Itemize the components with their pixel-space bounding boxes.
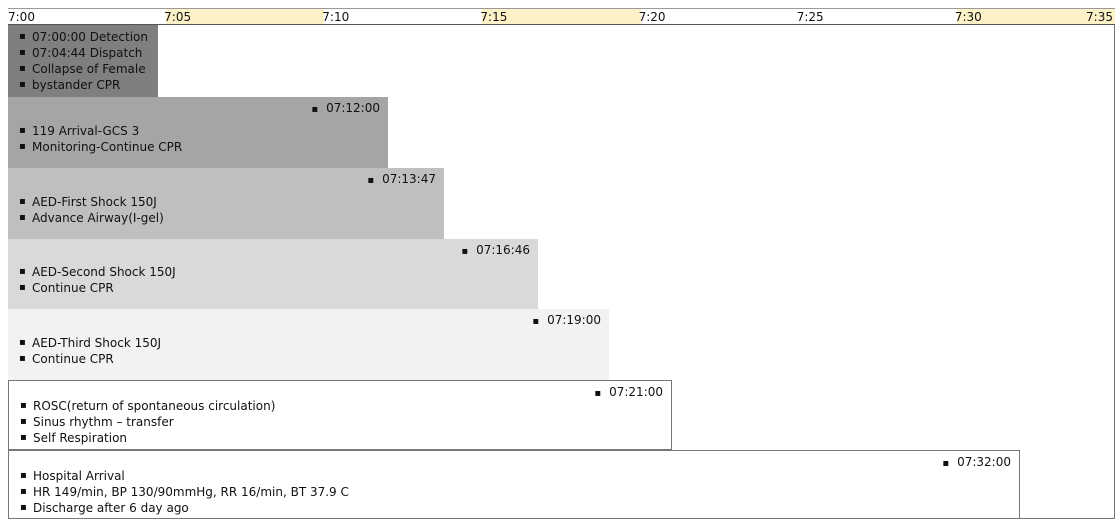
- event-time-label: ▪ 07:12:00: [311, 101, 380, 117]
- event-item-text: Self Respiration: [33, 431, 128, 445]
- event-item-list: ▪ ROSC(return of spontaneous circulation)…: [19, 398, 275, 446]
- event-item-text: AED-Second Shock 150J: [32, 265, 176, 279]
- x-tick-label: 7:00: [8, 10, 35, 24]
- event-time-label: ▪ 07:21:00: [594, 385, 663, 401]
- event-item-text: 07:00:00 Detection: [32, 30, 149, 44]
- event-item-text: Sinus rhythm – transfer: [33, 415, 174, 429]
- event-bar: ▪ 07:16:46 ▪ AED-Second Shock 150J ▪ Continue…: [8, 239, 538, 309]
- event-item: ▪ bystander CPR: [18, 77, 148, 93]
- event-bar: ▪ 07:13:47 ▪ AED-First Shock 150J ▪ Advance A…: [8, 168, 444, 239]
- event-item: ▪ 119 Arrival-GCS 3: [18, 123, 182, 139]
- bullet-icon: ▪: [19, 141, 26, 152]
- bullet-icon: ▪: [20, 432, 27, 443]
- bullet-icon: ▪: [20, 486, 27, 497]
- bullet-icon: ▪: [19, 47, 26, 58]
- event-time-label: ▪ 07:16:46: [461, 243, 530, 259]
- axis-highlight-band: [482, 9, 641, 24]
- event-item: ▪ ROSC(return of spontaneous circulation): [19, 398, 275, 414]
- event-time-text: 07:32:00: [957, 455, 1011, 469]
- time-axis: 7:00 7:05 7:10 7:15 7:20 7:25 7:30 7:35: [8, 8, 1115, 25]
- event-time-text: 07:12:00: [326, 101, 380, 115]
- event-item: ▪ Sinus rhythm – transfer: [19, 414, 275, 430]
- event-item: ▪ Hospital Arrival: [19, 468, 349, 484]
- event-item: ▪ Continue CPR: [18, 351, 161, 367]
- bullet-icon: ▪: [19, 125, 26, 136]
- event-item-list: ▪ 119 Arrival-GCS 3 ▪ Monitoring-Continue C…: [18, 123, 182, 155]
- event-item-list: ▪ 07:00:00 Detection ▪ 07:04:44 Dispatch ▪ Co…: [18, 29, 148, 93]
- bullet-icon: ▪: [311, 104, 319, 115]
- event-item-text: 119 Arrival-GCS 3: [32, 124, 140, 138]
- event-item-text: bystander CPR: [32, 78, 121, 92]
- bullet-icon: ▪: [19, 31, 26, 42]
- event-item: ▪ 07:00:00 Detection: [18, 29, 148, 45]
- event-item: ▪ AED-Third Shock 150J: [18, 335, 161, 351]
- event-time-label: ▪ 07:32:00: [942, 455, 1011, 471]
- event-item: ▪ AED-First Shock 150J: [18, 194, 164, 210]
- event-item-text: ROSC(return of spontaneous circulation): [33, 399, 276, 413]
- event-bar: ▪ 07:12:00 ▪ 119 Arrival-GCS 3 ▪ Monitoring-C…: [8, 97, 388, 168]
- event-item-list: ▪ AED-Second Shock 150J ▪ Continue CPR: [18, 264, 176, 296]
- axis-highlight-band: [956, 9, 1115, 24]
- bullet-icon: ▪: [20, 502, 27, 513]
- x-tick-label: 7:25: [796, 10, 824, 24]
- bullet-icon: ▪: [20, 470, 27, 481]
- bullet-icon: ▪: [20, 416, 27, 427]
- event-item-list: ▪ AED-Third Shock 150J ▪ Continue CPR: [18, 335, 161, 367]
- event-item-text: AED-Third Shock 150J: [32, 336, 162, 350]
- x-tick-label: 7:05: [164, 10, 192, 24]
- event-bar: ▪ 07:21:00 ▪ ROSC(return of spontaneous cir…: [8, 380, 672, 450]
- bullet-icon: ▪: [19, 337, 26, 348]
- x-tick-label: 7:10: [322, 10, 350, 24]
- event-item-text: AED-First Shock 150J: [32, 195, 157, 209]
- bullet-icon: ▪: [19, 266, 26, 277]
- event-bar: ▪ 07:19:00 ▪ AED-Third Shock 150J ▪ Continue …: [8, 309, 609, 380]
- event-item: ▪ Self Respiration: [19, 430, 275, 446]
- bullet-icon: ▪: [942, 458, 950, 469]
- event-item-text: Advance Airway(I-gel): [32, 211, 164, 225]
- bullet-icon: ▪: [594, 388, 602, 399]
- event-item: ▪ Continue CPR: [18, 280, 176, 296]
- event-item-text: Monitoring-Continue CPR: [32, 140, 183, 154]
- bullet-icon: ▪: [19, 353, 26, 364]
- event-item: ▪ Collapse of Female: [18, 61, 148, 77]
- x-tick-label: 7:20: [638, 10, 666, 24]
- event-bar: ▪ 07:32:00 ▪ Hospital Arrival ▪ HR 149/min, B…: [8, 450, 1020, 519]
- bullet-icon: ▪: [19, 79, 26, 90]
- axis-highlight-band: [166, 9, 325, 24]
- event-time-text: 07:21:00: [609, 385, 663, 399]
- event-item-text: 07:04:44 Dispatch: [32, 46, 143, 60]
- bullet-icon: ▪: [461, 246, 469, 257]
- event-time-label: ▪ 07:19:00: [532, 313, 601, 329]
- event-time-label: ▪ 07:13:47: [367, 172, 436, 188]
- bullet-icon: ▪: [20, 400, 27, 411]
- x-tick-label: 7:35: [1086, 10, 1113, 24]
- event-item: ▪ 07:04:44 Dispatch: [18, 45, 148, 61]
- event-item-text: Collapse of Female: [32, 62, 146, 76]
- event-item: ▪ Discharge after 6 day ago: [19, 500, 349, 516]
- bullet-icon: ▪: [19, 196, 26, 207]
- x-tick-label: 7:30: [954, 10, 982, 24]
- event-item-text: Hospital Arrival: [33, 469, 125, 483]
- event-item-list: ▪ AED-First Shock 150J ▪ Advance Airway(I-g…: [18, 194, 164, 226]
- event-item-text: HR 149/min, BP 130/90mmHg, RR 16/min, BT…: [33, 485, 349, 499]
- event-item-text: Discharge after 6 day ago: [33, 501, 189, 515]
- event-bar: ▪ 07:00:00 Detection ▪ 07:04:44 Dispatch ▪ Co…: [8, 25, 158, 97]
- event-item: ▪ AED-Second Shock 150J: [18, 264, 176, 280]
- event-item-text: Continue CPR: [32, 352, 114, 366]
- bullet-icon: ▪: [19, 282, 26, 293]
- x-tick-label: 7:15: [480, 10, 508, 24]
- event-item-list: ▪ Hospital Arrival ▪ HR 149/min, BP 130/90m…: [19, 468, 349, 516]
- bullet-icon: ▪: [532, 316, 540, 327]
- event-time-text: 07:13:47: [382, 172, 436, 186]
- event-item: ▪ Monitoring-Continue CPR: [18, 139, 182, 155]
- event-time-text: 07:16:46: [476, 243, 530, 257]
- event-item-text: Continue CPR: [32, 281, 114, 295]
- bullet-icon: ▪: [367, 175, 375, 186]
- event-item: ▪ Advance Airway(I-gel): [18, 210, 164, 226]
- event-time-text: 07:19:00: [547, 313, 601, 327]
- event-item: ▪ HR 149/min, BP 130/90mmHg, RR 16/min, B…: [19, 484, 349, 500]
- bullet-icon: ▪: [19, 63, 26, 74]
- bullet-icon: ▪: [19, 212, 26, 223]
